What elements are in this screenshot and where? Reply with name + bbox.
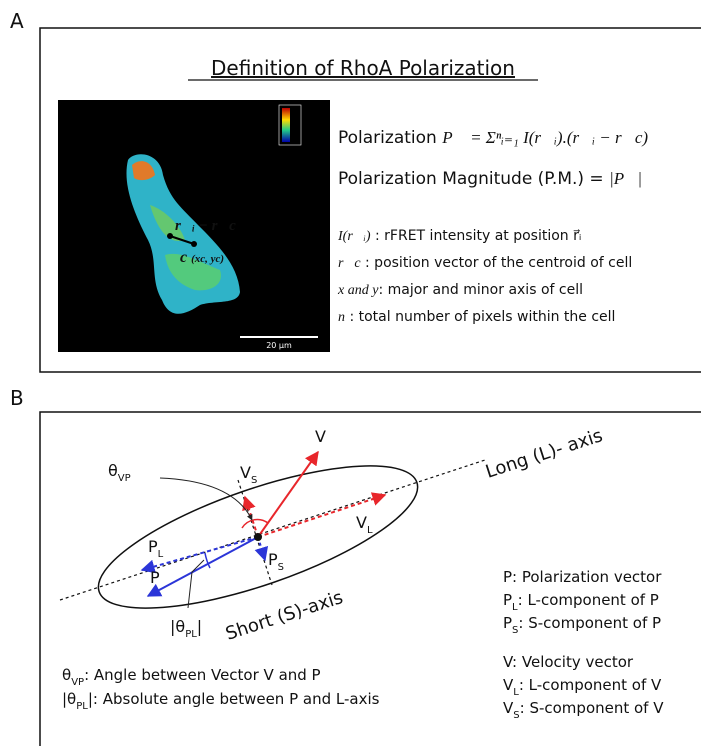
legend-text: : S-component of P	[518, 614, 661, 632]
equation: Polarization Magnitude (P.M.) = |P⃗|	[338, 169, 642, 189]
legend-entry: VS: S-component of V	[503, 699, 664, 721]
note: |θPL|: Absolute angle between P and L-ax…	[62, 690, 380, 712]
angle-label: |θPL|	[170, 617, 202, 640]
legend-subscript: S	[512, 625, 518, 636]
vector-label: V	[315, 427, 326, 446]
legend-entry: V: Velocity vector	[503, 653, 634, 671]
legend-symbol: V	[503, 699, 514, 717]
note-symbol: θ	[62, 666, 71, 684]
legend-symbol: P	[503, 591, 512, 609]
definition: r⃗c : position vector of the centroid of…	[338, 255, 632, 271]
legend-subscript: L	[513, 687, 519, 698]
panel-letter: B	[10, 386, 24, 410]
scale-bar-label: 20 µm	[266, 341, 292, 350]
panel-frame	[39, 411, 701, 746]
note-symbol: |θ	[62, 690, 76, 708]
note-subscript: VP	[71, 677, 84, 688]
vector-label: r⃗ᵢ − r⃗c	[175, 218, 236, 234]
vector-label: P	[150, 568, 160, 587]
angle-label: θVP	[108, 461, 131, 484]
equation: Polarization P⃗ = Σⁿᵢ₌₁ I(r⃗ᵢ).(r⃗ᵢ − r⃗…	[338, 128, 648, 148]
note-text: : Absolute angle between P and L-axis	[93, 690, 380, 708]
diagram	[59, 450, 486, 609]
vector-label: VS	[240, 463, 257, 486]
legend-text: : L-component of P	[518, 591, 659, 609]
definition: n : total number of pixels within the ce…	[338, 309, 615, 325]
definition: I(r⃗ᵢ) : rFRET intensity at position r⃗ᵢ	[337, 228, 581, 244]
legend-text: : Velocity vector	[512, 653, 634, 671]
legend-symbol: V	[503, 653, 514, 671]
legend-symbol: P	[503, 614, 512, 632]
legend-entry: VL: L-component of V	[503, 676, 662, 698]
legend-text: : Polarization vector	[512, 568, 662, 586]
legend-text: : S-component of V	[520, 699, 665, 717]
centroid-label: c (xc, yc)	[180, 249, 224, 266]
panel-title: Definition of RhoA Polarization	[211, 56, 515, 80]
note-subscript: PL	[76, 701, 88, 712]
cell-image	[58, 100, 330, 352]
legend-subscript: L	[512, 602, 518, 613]
legend-symbol: P	[503, 568, 512, 586]
axis-label: Long (L)- axis	[483, 425, 605, 483]
panel-letter: A	[10, 9, 24, 33]
vector-label: PS	[268, 550, 284, 573]
note: θVP: Angle between Vector V and P	[62, 666, 321, 688]
vector-label: PL	[148, 537, 164, 560]
legend-symbol: V	[503, 676, 514, 694]
definition: x and y: major and minor axis of cell	[337, 282, 583, 298]
panel-frame	[39, 27, 701, 373]
legend-entry: P: Polarization vector	[503, 568, 662, 586]
legend-text: : L-component of V	[519, 676, 662, 694]
note-symbol: |	[88, 690, 93, 708]
note-text: : Angle between Vector V and P	[84, 666, 321, 684]
legend-entry: PS: S-component of P	[503, 614, 661, 636]
legend-entry: PL: L-component of P	[503, 591, 659, 613]
axis-label: Short (S)-axis	[223, 587, 346, 645]
vector-label: VL	[356, 513, 373, 536]
legend-subscript: S	[513, 710, 519, 721]
